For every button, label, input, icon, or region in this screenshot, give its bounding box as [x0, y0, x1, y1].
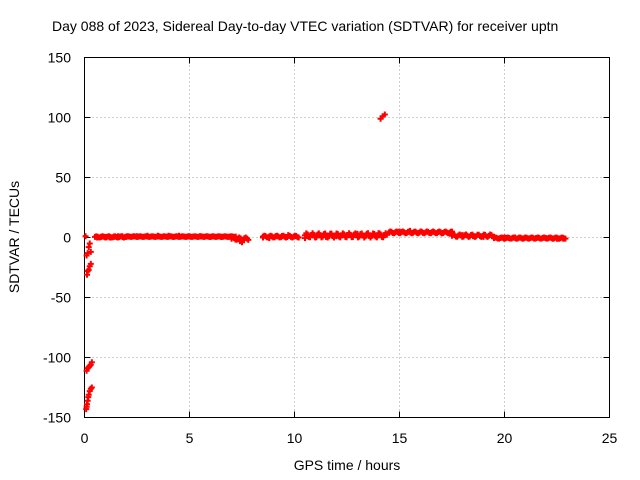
data-point	[491, 234, 497, 241]
y-tick-label: -100	[43, 350, 71, 366]
data-point	[365, 230, 371, 237]
y-tick-label: 0	[63, 230, 71, 246]
data-point	[295, 234, 302, 241]
data-point	[407, 227, 413, 234]
data-point	[533, 235, 539, 242]
data-point	[417, 228, 424, 235]
x-tick-label: 5	[186, 430, 194, 446]
x-tick-label: 20	[497, 430, 513, 446]
x-tick-label: 10	[287, 430, 303, 446]
y-tick-label: 100	[48, 110, 72, 126]
x-tick-label: 0	[81, 430, 89, 446]
x-tick-label: 25	[602, 430, 618, 446]
data-point	[449, 230, 455, 237]
data-point	[438, 230, 445, 237]
data-point	[241, 236, 248, 243]
y-tick-label: 150	[48, 50, 72, 66]
data-point	[285, 232, 292, 239]
data-point	[396, 228, 403, 235]
data-point	[560, 235, 567, 242]
y-axis-label: SDTVAR / TECUs	[6, 181, 22, 293]
data-point	[82, 233, 89, 240]
data-point	[386, 229, 392, 236]
data-point	[155, 232, 161, 239]
data-point	[197, 233, 203, 240]
data-point	[323, 233, 329, 240]
data-point	[543, 235, 550, 242]
data-point	[228, 233, 235, 240]
data-point	[354, 230, 361, 237]
chart-title: Day 088 of 2023, Sidereal Day-to-day VTE…	[52, 18, 558, 34]
data-point	[88, 384, 95, 391]
data-point	[218, 233, 224, 240]
data-point	[260, 234, 266, 241]
data-point	[470, 233, 476, 240]
data-point	[84, 250, 91, 257]
data-point	[501, 234, 508, 241]
x-tick-labels: 0 5 10 15 20 25	[81, 430, 618, 446]
data-point	[272, 233, 279, 240]
data-point	[88, 359, 95, 366]
data-point	[266, 235, 273, 242]
data-point	[85, 266, 92, 273]
data-point	[375, 230, 382, 237]
data-point	[522, 234, 529, 241]
data-point	[554, 235, 560, 242]
data-point	[207, 233, 214, 240]
y-tick-label: -150	[43, 410, 71, 426]
data-point	[176, 232, 182, 239]
data-point	[144, 232, 151, 239]
y-tick-label: -50	[51, 290, 71, 306]
data-point	[85, 244, 92, 251]
data-point	[312, 234, 319, 241]
data-point	[278, 233, 285, 240]
y-tick-label: 50	[55, 170, 71, 186]
data-points	[82, 111, 569, 413]
data-point	[87, 248, 94, 255]
x-tick-label: 15	[392, 430, 408, 446]
data-point	[333, 233, 340, 240]
data-point	[123, 233, 130, 240]
data-point	[165, 232, 172, 239]
data-point	[86, 240, 93, 247]
y-tick-labels: -150 -100 -50 0 50 100 150	[43, 50, 71, 426]
x-axis-label: GPS time / hours	[294, 457, 401, 473]
data-point	[428, 229, 434, 236]
data-point	[344, 232, 350, 239]
data-point	[186, 233, 193, 240]
data-point	[302, 235, 308, 242]
data-point	[134, 233, 140, 240]
data-point	[480, 233, 487, 240]
data-point	[85, 391, 92, 398]
axis-ticks	[84, 57, 610, 418]
data-point	[512, 234, 518, 241]
data-point	[87, 260, 94, 267]
data-point	[291, 233, 298, 240]
data-point	[381, 111, 388, 118]
data-point	[459, 232, 466, 239]
